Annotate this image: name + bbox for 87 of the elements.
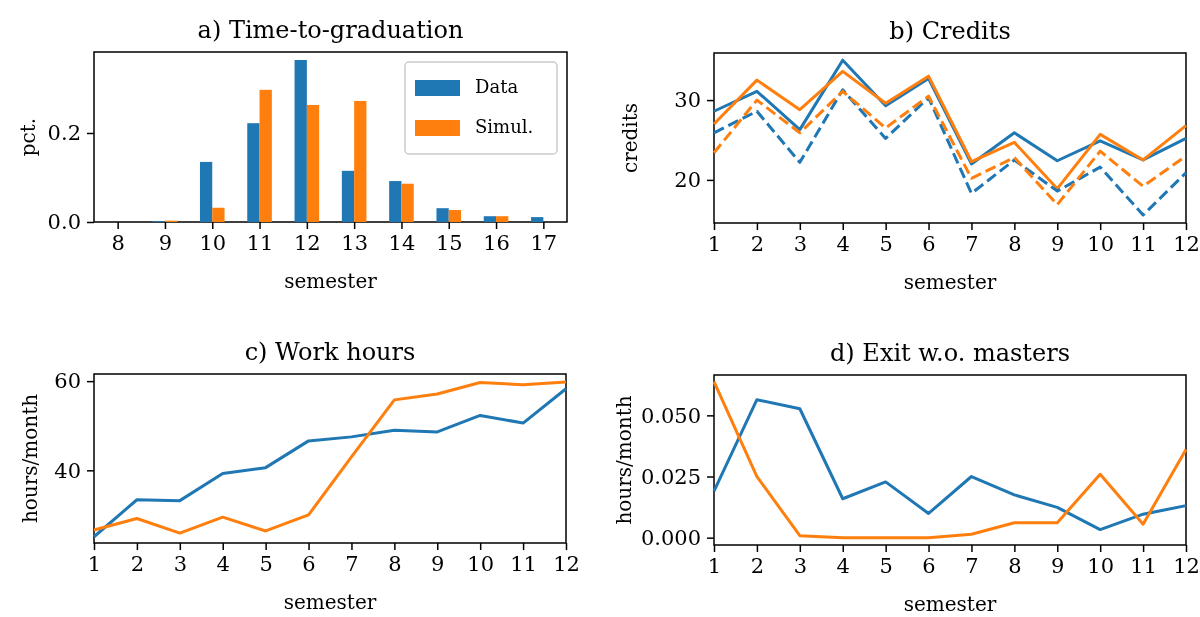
- y-tick-label: 0.050: [640, 403, 701, 428]
- x-tick-label: 9: [1051, 553, 1065, 578]
- y-axis-title: hours/month: [18, 393, 43, 524]
- bar: [496, 216, 509, 222]
- y-tick-label: 0.0: [47, 210, 81, 235]
- bar: [448, 209, 462, 222]
- chart-title: d) Exit w.o. masters: [830, 339, 1070, 367]
- x-tick-label: 12: [1173, 231, 1200, 256]
- x-tick-label: 16: [483, 230, 510, 255]
- x-tick-label: 8: [388, 551, 402, 576]
- x-tick-label: 15: [435, 230, 463, 255]
- x-tick-label: 11: [510, 551, 537, 576]
- y-tick-label: 40: [54, 458, 81, 483]
- bar: [389, 181, 402, 222]
- line-series: [712, 398, 1188, 532]
- x-tick-label: 3: [793, 231, 808, 256]
- x-tick-label: 1: [707, 231, 722, 256]
- x-tick-label: 17: [530, 230, 558, 255]
- x-tick-label: 11: [246, 230, 274, 255]
- legend-label: Data: [475, 76, 519, 97]
- x-tick-label: 11: [1130, 553, 1157, 578]
- bar: [483, 216, 497, 222]
- x-tick-label: 6: [302, 551, 316, 576]
- bar: [341, 170, 355, 222]
- x-tick-label: 11: [1130, 231, 1157, 256]
- legend-label: Simul.: [475, 116, 534, 137]
- x-tick-label: 3: [793, 553, 808, 578]
- x-tick-label: 8: [1008, 553, 1022, 578]
- x-tick-label: 5: [259, 551, 273, 576]
- y-tick-label: 0.025: [640, 464, 701, 489]
- y-tick-label: 60: [54, 369, 81, 394]
- y-tick-label: 30: [674, 88, 701, 113]
- bar: [306, 104, 320, 222]
- x-tick-label: 4: [836, 231, 850, 256]
- x-tick-label: 12: [1173, 553, 1200, 578]
- x-tick-label: 7: [965, 553, 979, 578]
- x-tick-label: 6: [922, 553, 936, 578]
- x-tick-label: 10: [1087, 553, 1115, 578]
- bar: [436, 208, 449, 222]
- x-tick-label: 3: [173, 551, 188, 576]
- x-tick-label: 14: [388, 230, 416, 255]
- x-tick-label: 5: [879, 553, 893, 578]
- y-tick-label: 20: [674, 168, 701, 193]
- x-tick-label: 4: [836, 553, 850, 578]
- x-tick-label: 10: [199, 230, 227, 255]
- bar: [212, 207, 225, 222]
- y-axis-title: hours/month: [612, 395, 637, 525]
- chart-title: c) Work hours: [244, 338, 416, 366]
- x-tick-label: 2: [130, 551, 145, 576]
- line-series: [712, 69, 1188, 191]
- x-tick-label: 2: [750, 231, 765, 256]
- bar: [199, 161, 213, 222]
- y-axis-title: credits: [618, 102, 643, 174]
- x-tick-label: 13: [341, 230, 369, 255]
- x-tick-label: 12: [553, 551, 580, 576]
- x-tick-label: 1: [87, 551, 102, 576]
- bar: [259, 89, 272, 222]
- x-tick-label: 7: [965, 231, 979, 256]
- x-tick-label: 8: [111, 230, 125, 255]
- bar: [354, 100, 367, 222]
- chart-title: a) Time-to-graduation: [197, 16, 464, 44]
- bar: [247, 123, 260, 222]
- x-tick-label: 5: [879, 231, 893, 256]
- chart-title: b) Credits: [889, 17, 1011, 45]
- x-tick-label: 9: [1051, 231, 1065, 256]
- bar: [294, 60, 307, 222]
- x-tick-label: 8: [1008, 231, 1022, 256]
- x-tick-label: 10: [467, 551, 495, 576]
- x-tick-label: 7: [345, 551, 359, 576]
- x-tick-label: 12: [293, 230, 321, 255]
- bar: [401, 183, 414, 222]
- x-tick-label: 1: [707, 553, 722, 578]
- y-tick-label: 0.000: [640, 525, 701, 550]
- x-tick-label: 9: [431, 551, 445, 576]
- x-tick-label: 4: [216, 551, 230, 576]
- x-axis-title: semester: [283, 590, 377, 614]
- x-tick-label: 10: [1087, 231, 1115, 256]
- x-axis-title: semester: [903, 270, 997, 294]
- x-axis-title: semester: [903, 592, 997, 616]
- x-tick-label: 9: [158, 230, 173, 255]
- x-axis-title: semester: [284, 269, 378, 293]
- x-tick-label: 2: [750, 553, 765, 578]
- x-tick-label: 6: [922, 231, 936, 256]
- y-tick-label: 0.2: [47, 121, 81, 146]
- y-axis-title: pct.: [16, 117, 41, 157]
- bar: [531, 217, 544, 222]
- line-series: [712, 380, 1188, 540]
